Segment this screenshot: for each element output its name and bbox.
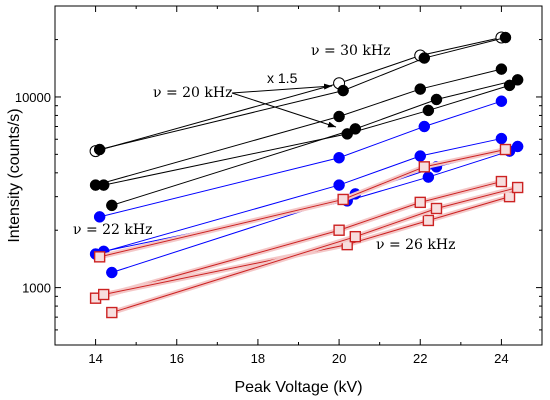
series-12-point <box>430 202 443 215</box>
series-2-point <box>333 110 345 123</box>
y-tick-label: 10000 <box>15 90 51 105</box>
series-3-point <box>422 104 435 117</box>
series-5-point <box>93 211 106 223</box>
x-tick-label: 24 <box>494 351 508 366</box>
series-3-line <box>103 84 510 186</box>
series-2-point <box>495 63 508 75</box>
series-6-line <box>95 138 502 255</box>
series-8-point <box>511 140 524 153</box>
annotation-nu20: ν = 20 kHz <box>153 85 232 101</box>
y-tick-label: 1000 <box>22 281 51 296</box>
series-9-point <box>337 193 349 206</box>
series-5-line <box>99 100 502 218</box>
series-4-line <box>111 79 518 206</box>
series-4-point <box>106 199 118 212</box>
series-11-line <box>103 196 510 296</box>
x-tick-label: 14 <box>88 351 102 366</box>
series-11-point <box>422 214 435 227</box>
series-4-point <box>511 74 524 86</box>
series-5-point <box>495 95 508 107</box>
series-1-point <box>337 84 349 97</box>
series-5-point <box>333 151 345 164</box>
series-1-point <box>499 31 512 44</box>
series-12-line <box>111 187 518 314</box>
x-axis-title: Peak Voltage (kV) <box>234 379 362 396</box>
series-10-point <box>333 224 345 236</box>
series-4-point <box>430 93 443 106</box>
series-1-line <box>99 37 506 151</box>
annotation-nu26: ν = 26 kHz <box>376 237 455 253</box>
series-9-point <box>93 251 106 263</box>
series-1-point <box>93 143 106 156</box>
series-6-point <box>495 132 508 145</box>
series-3-point <box>97 179 110 191</box>
series-8-point <box>106 266 118 279</box>
annotation-x15: x 1.5 <box>267 70 298 86</box>
annotation-nu22: ν = 22 kHz <box>73 222 152 238</box>
x-tick-label: 20 <box>332 351 346 366</box>
series-1-point <box>418 52 431 64</box>
series-12-point <box>349 230 362 243</box>
series-10-point <box>414 196 426 209</box>
series-6-point <box>333 179 345 191</box>
series-4-point <box>349 123 362 135</box>
y-axis-title: Intensity (counts/s) <box>6 108 23 242</box>
series-9-line <box>99 149 506 258</box>
annotation-nu30: ν = 30 kHz <box>311 43 390 59</box>
series-6-point <box>414 150 426 162</box>
annotation-arrow <box>231 92 337 128</box>
series-12-point <box>106 306 118 319</box>
series-12-point <box>511 181 524 194</box>
annotation-arrow <box>231 83 333 94</box>
series-5-point <box>418 120 431 133</box>
x-tick-label: 22 <box>413 351 427 366</box>
series-9-point <box>499 143 512 156</box>
series-10-point <box>495 175 508 188</box>
series-0-line <box>95 37 502 152</box>
series-7-point <box>422 171 435 183</box>
series-10-line <box>95 181 502 299</box>
series-2-line <box>95 68 502 186</box>
x-tick-label: 18 <box>251 351 265 366</box>
series-2-point <box>414 83 426 95</box>
x-tick-label: 16 <box>170 351 184 366</box>
series-9-point <box>418 161 431 173</box>
series-11-point <box>97 288 110 301</box>
